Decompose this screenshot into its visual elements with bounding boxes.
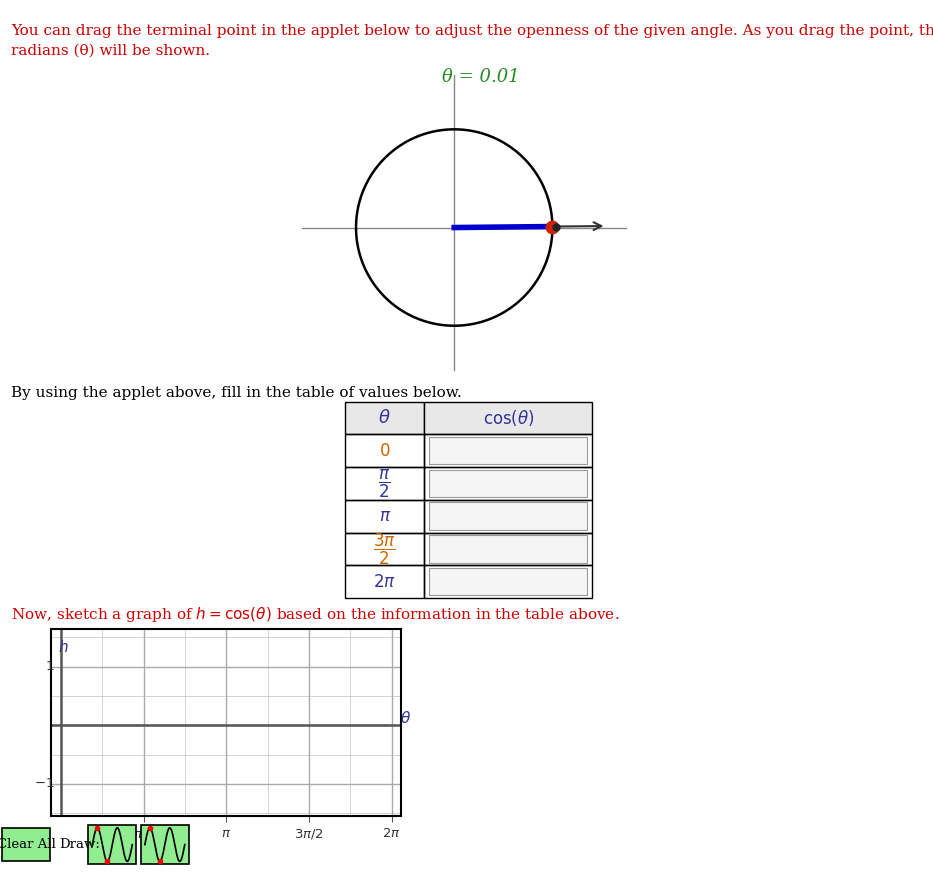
Bar — [345, 533, 425, 566]
Text: Now, sketch a graph of $h = \cos(\theta)$ based on the information in the table : Now, sketch a graph of $h = \cos(\theta)… — [11, 605, 620, 624]
Bar — [429, 470, 588, 497]
FancyBboxPatch shape — [2, 828, 50, 862]
Bar — [425, 434, 592, 467]
Bar — [425, 499, 592, 533]
Bar — [345, 467, 425, 499]
Bar — [425, 566, 592, 598]
FancyBboxPatch shape — [141, 826, 188, 864]
Bar — [345, 402, 425, 434]
Text: $2\pi$: $2\pi$ — [373, 573, 397, 591]
Text: θ = 0.01: θ = 0.01 — [442, 68, 521, 86]
Text: radians (θ) will be shown.: radians (θ) will be shown. — [11, 44, 210, 58]
Text: By using the applet above, fill in the table of values below.: By using the applet above, fill in the t… — [11, 386, 462, 400]
Text: $-1$: $-1$ — [35, 778, 54, 790]
Text: $\pi$: $\pi$ — [379, 507, 391, 526]
Text: $\dfrac{\pi}{2}$: $\dfrac{\pi}{2}$ — [379, 467, 391, 499]
Bar — [345, 566, 425, 598]
Bar — [429, 502, 588, 530]
Text: You can drag the terminal point in the applet below to adjust the openness of th: You can drag the terminal point in the a… — [11, 24, 933, 38]
Text: $\dfrac{3\pi}{2}$: $\dfrac{3\pi}{2}$ — [373, 532, 397, 567]
Bar — [425, 402, 592, 434]
Bar — [345, 499, 425, 533]
Text: Clear All: Clear All — [0, 838, 56, 851]
FancyBboxPatch shape — [88, 826, 136, 864]
Bar — [345, 434, 425, 467]
Bar — [429, 535, 588, 562]
Text: $h$: $h$ — [58, 638, 69, 655]
Bar — [429, 567, 588, 595]
Text: $1$: $1$ — [45, 660, 54, 673]
Bar — [429, 436, 588, 464]
Text: $0$: $0$ — [379, 442, 391, 460]
Bar — [425, 533, 592, 566]
Text: Draw:: Draw: — [59, 838, 100, 851]
Text: $\theta$: $\theta$ — [399, 711, 411, 726]
Bar — [425, 467, 592, 499]
Text: $\theta$: $\theta$ — [379, 409, 391, 427]
Text: $\cos(\theta)$: $\cos(\theta)$ — [482, 408, 535, 428]
